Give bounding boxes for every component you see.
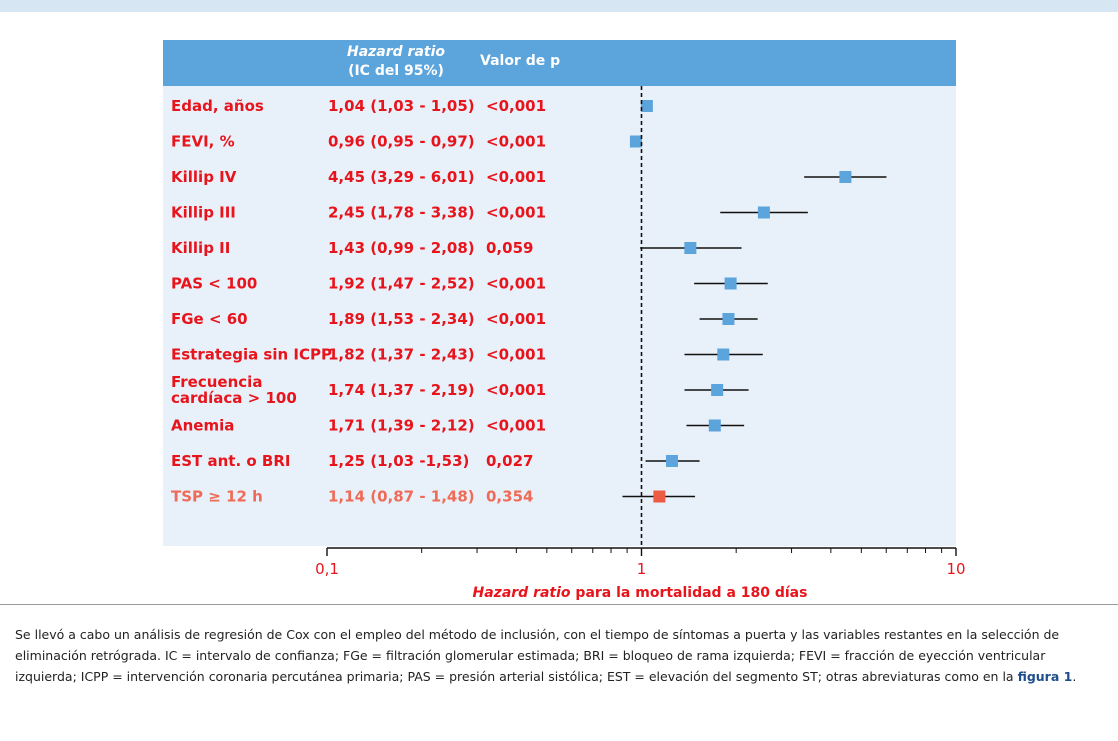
row-label: Killip III <box>171 204 236 222</box>
row-hazard-ratio: 0,96 (0,95 - 0,97) <box>328 133 475 151</box>
row-p-value: <0,001 <box>486 346 546 364</box>
row-p-value: <0,001 <box>486 275 546 293</box>
hr-marker <box>722 313 735 325</box>
row-p-value: <0,001 <box>486 168 546 186</box>
caption-text: Se llevó a cabo un análisis de regresión… <box>15 627 1060 684</box>
header-hazard-ratio-title: Hazard ratio <box>347 44 445 60</box>
table-header-background <box>163 40 956 86</box>
x-axis-label-italic: Hazard ratio <box>473 585 571 601</box>
row-label: Estrategia sin ICPP <box>171 346 332 364</box>
x-axis-label: Hazard ratio para la mortalidad a 180 dí… <box>473 585 808 601</box>
row-hazard-ratio: 4,45 (3,29 - 6,01) <box>328 168 475 186</box>
forest-row: PAS < 100 1,92 (1,47 - 2,52) <0,001 <box>171 275 768 293</box>
hr-marker <box>665 455 678 467</box>
figure-caption: Se llevó a cabo un análisis de regresión… <box>15 624 1110 687</box>
row-label-line: cardíaca > 100 <box>171 389 297 407</box>
row-p-value: 0,354 <box>486 488 533 506</box>
row-label: PAS < 100 <box>171 275 257 293</box>
plot-panel-background <box>163 86 956 546</box>
row-label: Anemia <box>171 417 234 435</box>
row-label-line: Frecuencia <box>171 373 262 391</box>
top-title-band <box>0 0 1118 12</box>
row-p-value: <0,001 <box>486 133 546 151</box>
row-hazard-ratio: 1,71 (1,39 - 2,12) <box>328 417 475 435</box>
hr-marker <box>724 277 737 290</box>
row-label: FEVI, % <box>171 133 235 151</box>
row-p-value: <0,001 <box>486 204 546 222</box>
x-tick-label: 1 <box>637 560 647 578</box>
row-hazard-ratio: 1,82 (1,37 - 2,43) <box>328 346 475 364</box>
forest-row: EST ant. o BRI 1,25 (1,03 -1,53) 0,027 <box>171 452 700 470</box>
forest-row: Killip II 1,43 (0,99 - 2,08) 0,059 <box>171 239 742 257</box>
row-hazard-ratio: 1,92 (1,47 - 2,52) <box>328 275 475 293</box>
hr-marker <box>629 135 642 148</box>
forest-row: TSP ≥ 12 h 1,14 (0,87 - 1,48) 0,354 <box>171 488 696 506</box>
row-label: Killip IV <box>171 168 237 186</box>
hr-marker <box>711 384 724 396</box>
figure-1-link[interactable]: figura 1 <box>1017 669 1073 684</box>
row-p-value: 0,059 <box>486 239 533 257</box>
forest-row: Frecuencia cardíaca > 100 1,74 (1,37 - 2,1… <box>171 373 749 407</box>
caption-divider <box>0 604 1118 605</box>
row-hazard-ratio: 2,45 (1,78 - 3,38) <box>328 204 475 222</box>
x-tick-label: 0,1 <box>315 560 339 578</box>
row-label: Frecuencia cardíaca > 100 <box>171 373 297 407</box>
x-tick-label: 10 <box>946 560 965 578</box>
forest-row: Killip III 2,45 (1,78 - 3,38) <0,001 <box>171 204 808 222</box>
header-hazard-ratio-ci: (IC del 95%) <box>348 63 444 79</box>
row-p-value: 0,027 <box>486 452 533 470</box>
hr-marker <box>653 490 666 503</box>
row-hazard-ratio: 1,04 (1,03 - 1,05) <box>328 97 475 115</box>
forest-row: FEVI, % 0,96 (0,95 - 0,97) <0,001 <box>171 133 642 151</box>
row-p-value: <0,001 <box>486 381 546 399</box>
row-label: EST ant. o BRI <box>171 452 291 470</box>
row-hazard-ratio: 1,14 (0,87 - 1,48) <box>328 488 475 506</box>
row-label: TSP ≥ 12 h <box>171 488 263 506</box>
x-axis-label-rest: para la mortalidad a 180 días <box>571 585 808 601</box>
row-hazard-ratio: 1,89 (1,53 - 2,34) <box>328 310 475 328</box>
row-p-value: <0,001 <box>486 417 546 435</box>
row-hazard-ratio: 1,43 (0,99 - 2,08) <box>328 239 475 257</box>
forest-row: Edad, años 1,04 (1,03 - 1,05) <0,001 <box>171 97 653 115</box>
row-label: Killip II <box>171 239 230 257</box>
hr-marker <box>640 100 653 112</box>
hr-marker <box>757 206 770 219</box>
rows-layer: Edad, años 1,04 (1,03 - 1,05) <0,001FEVI, … <box>171 97 887 506</box>
header-p-value: Valor de p <box>480 53 560 69</box>
hr-marker <box>684 242 697 254</box>
forest-row: FGe < 60 1,89 (1,53 - 2,34) <0,001 <box>171 310 758 328</box>
row-p-value: <0,001 <box>486 97 546 115</box>
forest-row: Killip IV 4,45 (3,29 - 6,01) <0,001 <box>171 168 887 186</box>
hr-marker <box>708 419 721 432</box>
forest-plot: Hazard ratio (IC del 95%) Valor de p Eda… <box>163 40 966 601</box>
caption-end: . <box>1072 669 1077 684</box>
forest-row: Anemia 1,71 (1,39 - 2,12) <0,001 <box>171 417 745 435</box>
row-label: FGe < 60 <box>171 310 248 328</box>
row-hazard-ratio: 1,25 (1,03 -1,53) <box>328 452 469 470</box>
row-hazard-ratio: 1,74 (1,37 - 2,19) <box>328 381 475 399</box>
hr-marker <box>717 348 730 361</box>
hr-marker <box>839 171 852 183</box>
row-label: Edad, años <box>171 97 264 115</box>
row-p-value: <0,001 <box>486 310 546 328</box>
x-axis: 0,1 1 10 <box>315 547 966 578</box>
